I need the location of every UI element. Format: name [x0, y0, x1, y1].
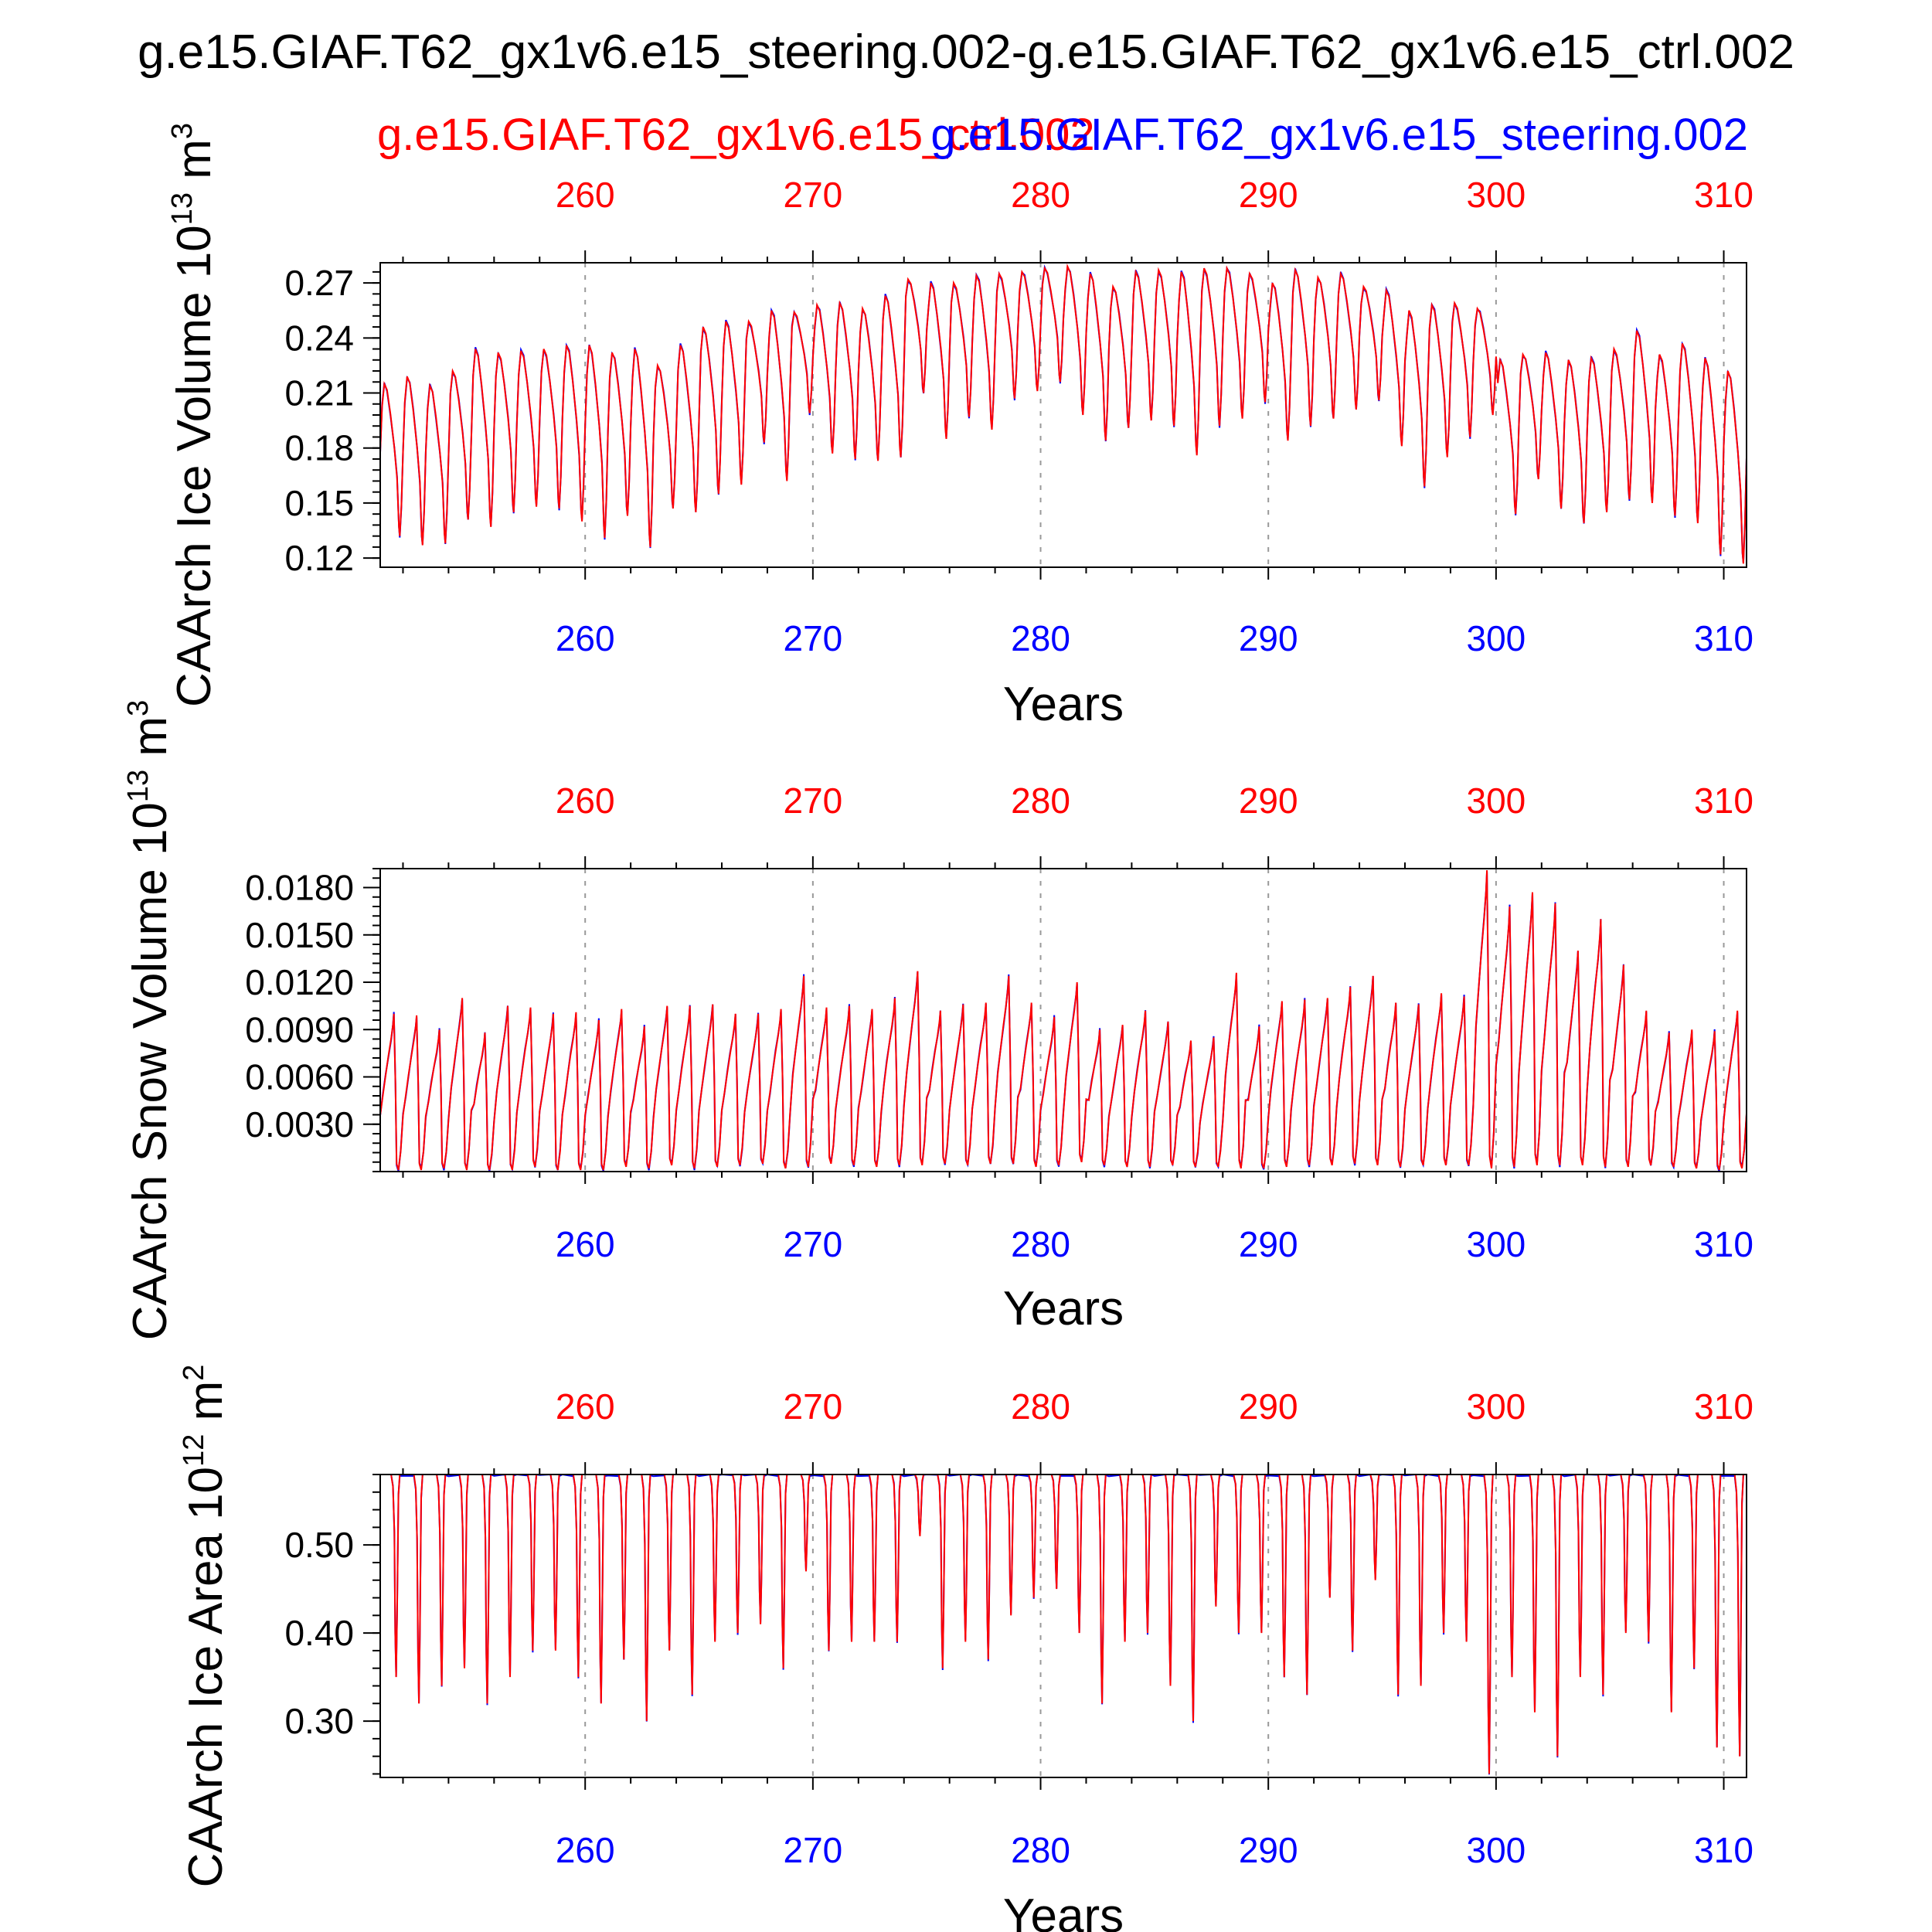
x-tick-label-bottom: 310: [1694, 618, 1753, 658]
legend-ctrl: g.e15.GIAF.T62_gx1v6.e15_ctrl.002: [377, 110, 1095, 160]
legend-steering: g.e15.GIAF.T62_gx1v6.e15_steering.002: [930, 110, 1748, 160]
y-tick-label: 0.12: [284, 538, 354, 578]
x-axis-title: Years: [1003, 1282, 1124, 1335]
chart-panel-3: 260 260 270 270 280 280 290 290 300 300 310 310 0.30…: [178, 1365, 1753, 1932]
x-tick-label-top: 310: [1694, 781, 1753, 821]
x-tick-label-top: 300: [1466, 781, 1526, 821]
y-tick-label: 0.50: [284, 1525, 354, 1565]
x-tick-label-bottom: 270: [783, 1830, 842, 1870]
y-tick-label: 0.15: [284, 483, 354, 523]
plot-frame: [379, 1474, 1747, 1778]
y-axis-title: CAArch Ice Volume 1013 m3: [166, 123, 221, 707]
x-tick-label-bottom: 280: [1011, 1224, 1070, 1264]
x-tick-label-top: 270: [783, 175, 842, 215]
series-line-ctrl: [380, 263, 1747, 564]
x-tick-label-bottom: 260: [556, 1830, 615, 1870]
y-tick-label: 0.0150: [245, 915, 354, 955]
x-tick-label-top: 300: [1466, 1386, 1526, 1427]
x-tick-label-bottom: 300: [1466, 1224, 1526, 1264]
x-tick-label-bottom: 280: [1011, 1830, 1070, 1870]
y-tick-label: 0.40: [284, 1613, 354, 1653]
x-tick-label-top: 280: [1011, 1386, 1070, 1427]
y-tick-label: 0.21: [284, 373, 354, 413]
y-tick-label: 0.27: [284, 263, 354, 303]
y-axis-title: CAArch Ice Area 1012 m2: [178, 1365, 233, 1888]
chart-panel-1: 260 260 270 270 280 280 290 290 300 300 310 310 0.12…: [166, 123, 1753, 731]
chart-panel-2: 260 260 270 270 280 280 290 290 300 300 310 310 0.00…: [122, 700, 1753, 1340]
x-tick-label-top: 290: [1239, 175, 1298, 215]
x-tick-label-bottom: 270: [783, 618, 842, 658]
x-tick-label-bottom: 290: [1239, 1224, 1298, 1264]
x-tick-label-top: 260: [556, 175, 615, 215]
chart-title: g.e15.GIAF.T62_gx1v6.e15_steering.002-g.…: [138, 26, 1794, 79]
x-tick-label-top: 260: [556, 781, 615, 821]
x-tick-label-top: 290: [1239, 781, 1298, 821]
x-tick-label-top: 270: [783, 1386, 842, 1427]
y-tick-label: 0.0180: [245, 868, 354, 908]
x-tick-label-top: 260: [556, 1386, 615, 1427]
x-tick-label-top: 280: [1011, 781, 1070, 821]
x-tick-label-top: 300: [1466, 175, 1526, 215]
x-tick-label-bottom: 260: [556, 1224, 615, 1264]
y-tick-label: 0.0090: [245, 1009, 354, 1049]
x-tick-label-top: 310: [1694, 175, 1753, 215]
y-tick-label: 0.0060: [245, 1057, 354, 1097]
x-tick-label-bottom: 310: [1694, 1224, 1753, 1264]
y-tick-label: 0.24: [284, 318, 354, 358]
x-tick-label-top: 270: [783, 781, 842, 821]
x-tick-label-bottom: 300: [1466, 1830, 1526, 1870]
x-tick-label-bottom: 300: [1466, 618, 1526, 658]
x-tick-label-bottom: 280: [1011, 618, 1070, 658]
series-line-steering: [380, 1475, 1747, 1775]
x-tick-label-bottom: 310: [1694, 1830, 1753, 1870]
x-tick-label-top: 280: [1011, 175, 1070, 215]
x-axis-title: Years: [1003, 678, 1124, 731]
x-axis-title: Years: [1003, 1889, 1124, 1932]
y-tick-label: 0.18: [284, 428, 354, 468]
x-tick-label-bottom: 260: [556, 618, 615, 658]
x-tick-label-bottom: 290: [1239, 1830, 1298, 1870]
y-tick-label: 0.0030: [245, 1104, 354, 1145]
y-axis-title: CAArch Snow Volume 1013 m3: [122, 700, 177, 1340]
x-tick-label-top: 290: [1239, 1386, 1298, 1427]
x-tick-label-bottom: 290: [1239, 618, 1298, 658]
chart-panels: 260 260 270 270 280 280 290 290 300 300 310 310 0.12…: [122, 123, 1753, 1932]
x-tick-label-top: 310: [1694, 1386, 1753, 1427]
series-line-ctrl: [380, 869, 1747, 1171]
x-tick-label-bottom: 270: [783, 1224, 842, 1264]
y-tick-label: 0.30: [284, 1701, 354, 1741]
y-tick-label: 0.0120: [245, 962, 354, 1002]
